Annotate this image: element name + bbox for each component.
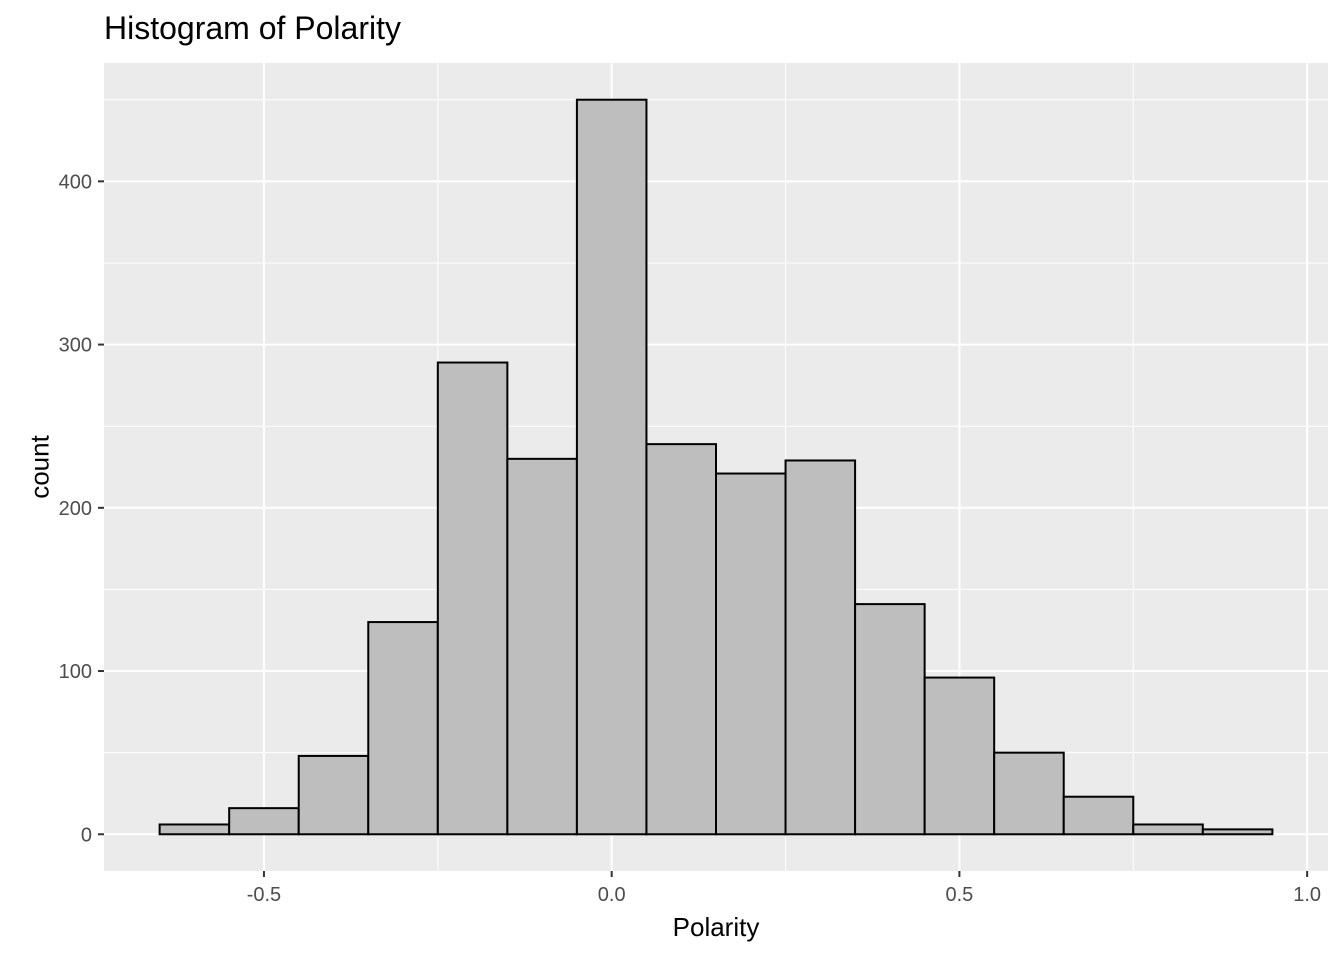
x-tick-label: 0.5 (946, 884, 974, 906)
x-tick-label: -0.5 (247, 884, 281, 906)
y-axis-title: count (24, 435, 55, 499)
histogram-bar (367, 621, 439, 836)
x-axis-title: Polarity (672, 912, 760, 942)
histogram-bar (297, 754, 370, 836)
histogram-bar (575, 98, 648, 836)
histogram-bar (436, 361, 509, 836)
y-axis-ticks: 0 100 200 300 400 (59, 171, 104, 846)
histogram-bar (715, 472, 787, 836)
histogram-bar (158, 823, 231, 836)
minor-gridlines (104, 63, 1328, 871)
y-tick-label: 300 (59, 335, 92, 357)
histogram-bar (993, 751, 1065, 836)
x-tick-label: 1.0 (1293, 884, 1321, 906)
histogram-bars (158, 98, 1274, 836)
histogram-bar (1132, 823, 1204, 836)
y-tick-label: 100 (59, 661, 92, 683)
histogram-bar (645, 443, 717, 836)
y-tick-label: 200 (59, 498, 92, 520)
histogram-bar (228, 807, 300, 836)
y-tick-label: 0 (81, 824, 92, 846)
histogram-bar (506, 457, 578, 836)
chart-title: Histogram of Polarity (104, 10, 401, 46)
histogram-bar (1201, 828, 1274, 836)
histogram-bar (854, 603, 926, 836)
x-axis-ticks: -0.5 0.0 0.5 1.0 (247, 871, 1321, 906)
histogram-bar (1062, 795, 1135, 836)
histogram-bar (923, 676, 996, 836)
histogram-bar (784, 459, 857, 836)
x-tick-label: 0.0 (598, 884, 626, 906)
y-tick-label: 400 (59, 171, 92, 193)
